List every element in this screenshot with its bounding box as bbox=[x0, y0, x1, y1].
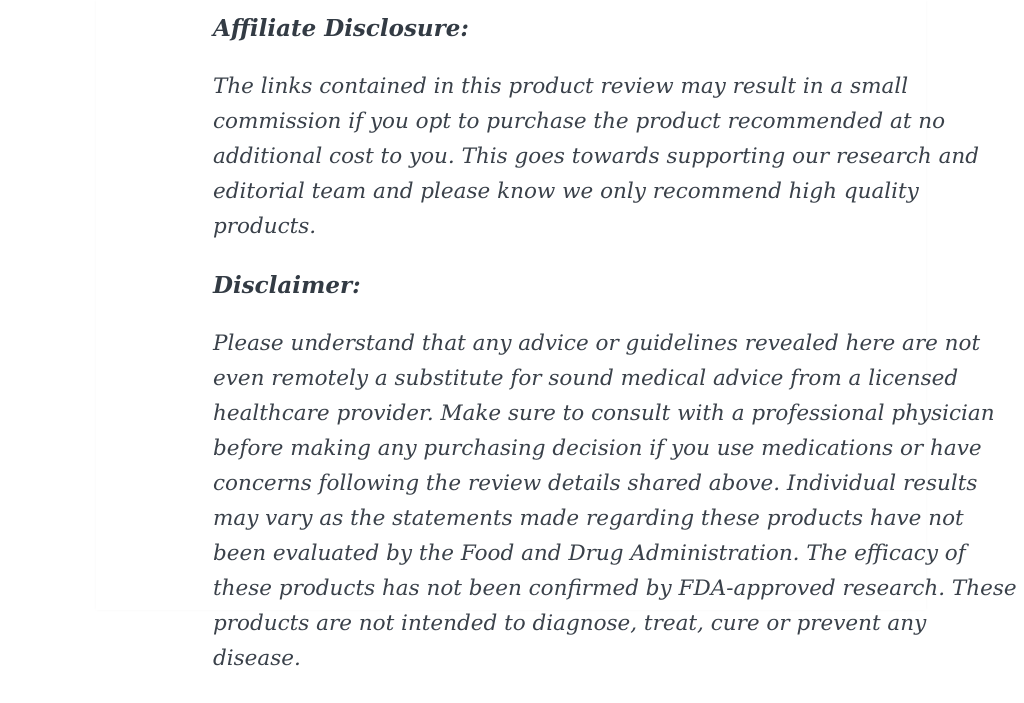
disclaimer-paragraph: Please understand that any advice or gui… bbox=[213, 331, 1017, 671]
affiliate-disclosure-paragraph: The links contained in this product revi… bbox=[213, 74, 980, 239]
article-page: Affiliate Disclosure: The links containe… bbox=[96, 0, 1017, 671]
disclaimer-heading: Disclaimer: bbox=[213, 272, 361, 299]
disclosure-content: Affiliate Disclosure: The links containe… bbox=[213, 0, 1019, 703]
affiliate-disclosure-heading: Affiliate Disclosure: bbox=[213, 15, 469, 42]
